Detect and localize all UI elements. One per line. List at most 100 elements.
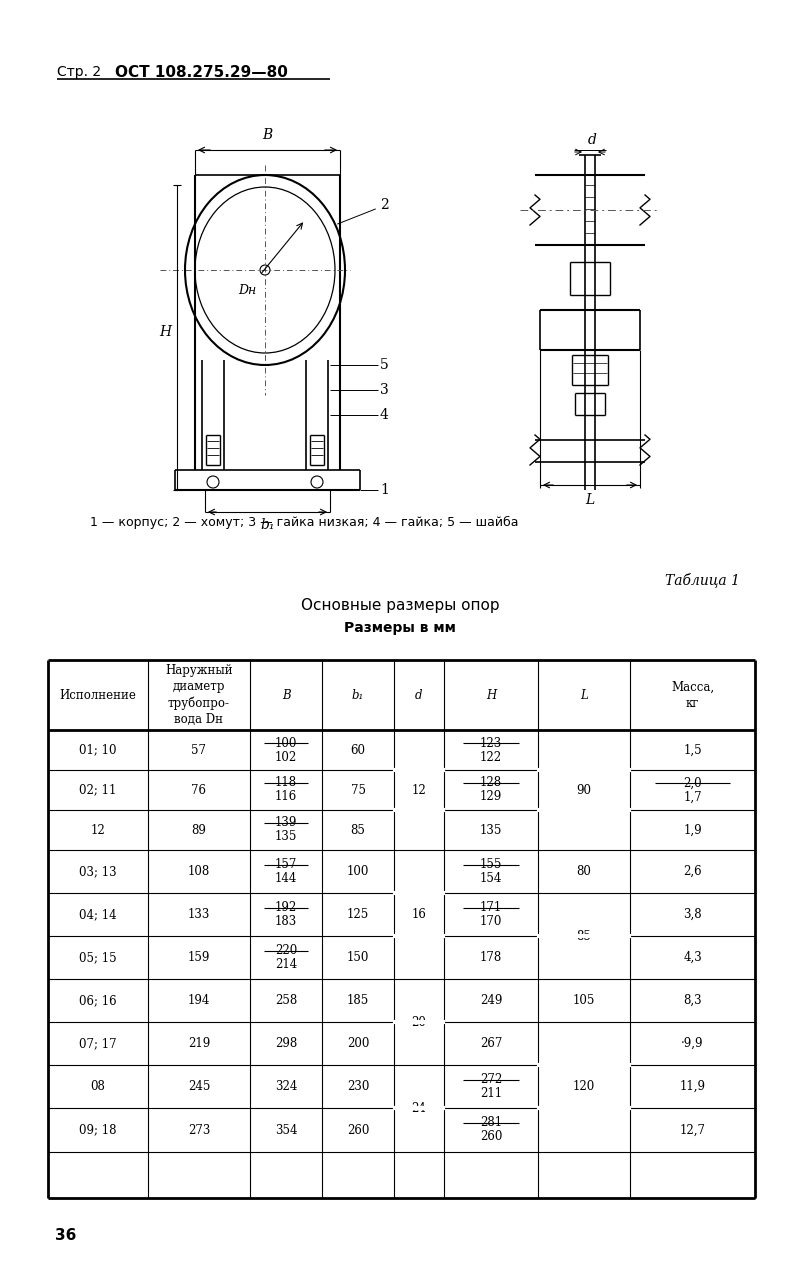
Text: 90: 90 <box>577 783 591 796</box>
Text: 108: 108 <box>188 866 210 878</box>
Text: 12: 12 <box>90 823 106 836</box>
Text: 260: 260 <box>347 1123 369 1136</box>
Text: 1,7: 1,7 <box>683 791 702 804</box>
Text: 273: 273 <box>188 1123 210 1136</box>
Text: 1,5: 1,5 <box>683 743 702 756</box>
Text: 125: 125 <box>347 908 369 921</box>
Text: 135: 135 <box>480 823 502 836</box>
Text: ОСТ 108.275.29—80: ОСТ 108.275.29—80 <box>115 64 288 80</box>
Text: Стр. 2: Стр. 2 <box>57 64 101 79</box>
Text: B: B <box>282 689 290 702</box>
Text: 324: 324 <box>275 1081 297 1094</box>
Text: 80: 80 <box>577 866 591 878</box>
Text: 120: 120 <box>573 1081 595 1094</box>
Text: ·9,9: ·9,9 <box>682 1037 704 1050</box>
Text: 354: 354 <box>274 1123 298 1136</box>
Text: 214: 214 <box>275 958 297 971</box>
Text: Масса,
кг: Масса, кг <box>671 680 714 710</box>
Text: 09; 18: 09; 18 <box>79 1123 117 1136</box>
Text: 267: 267 <box>480 1037 502 1050</box>
Text: 57: 57 <box>191 743 206 756</box>
Text: 155: 155 <box>480 858 502 871</box>
Text: 5: 5 <box>380 358 389 372</box>
Text: 260: 260 <box>480 1131 502 1144</box>
Text: 100: 100 <box>275 737 297 750</box>
Text: 12: 12 <box>412 783 426 796</box>
Text: Наружный
диаметр
трубопро-
вода Dн: Наружный диаметр трубопро- вода Dн <box>165 665 233 726</box>
Text: 220: 220 <box>275 944 297 957</box>
Text: Исполнение: Исполнение <box>59 689 137 702</box>
Text: 183: 183 <box>275 914 297 927</box>
Text: 76: 76 <box>191 783 206 796</box>
Text: 85: 85 <box>350 823 366 836</box>
Text: 1: 1 <box>380 483 389 497</box>
Text: 102: 102 <box>275 751 297 764</box>
Text: 2,6: 2,6 <box>683 866 702 878</box>
Text: 118: 118 <box>275 777 297 790</box>
Text: 122: 122 <box>480 751 502 764</box>
Text: 135: 135 <box>275 831 297 844</box>
Text: 4: 4 <box>380 408 389 422</box>
Text: 3: 3 <box>380 383 389 397</box>
Text: 03; 13: 03; 13 <box>79 866 117 878</box>
Text: 144: 144 <box>275 872 297 885</box>
Text: Таблица 1: Таблица 1 <box>665 573 740 587</box>
Text: 36: 36 <box>55 1227 76 1243</box>
Text: 157: 157 <box>275 858 297 871</box>
Text: 272: 272 <box>480 1073 502 1086</box>
Text: 128: 128 <box>480 777 502 790</box>
Text: 249: 249 <box>480 994 502 1007</box>
Text: 230: 230 <box>347 1081 369 1094</box>
Text: 4,3: 4,3 <box>683 951 702 963</box>
Text: 2: 2 <box>380 198 389 213</box>
Text: d: d <box>587 133 597 147</box>
Text: 281: 281 <box>480 1117 502 1130</box>
Text: b₁: b₁ <box>260 518 274 532</box>
Text: 3,8: 3,8 <box>683 908 702 921</box>
Text: Н: Н <box>159 325 171 339</box>
Text: 89: 89 <box>191 823 206 836</box>
Text: 07; 17: 07; 17 <box>79 1037 117 1050</box>
Text: 8,3: 8,3 <box>683 994 702 1007</box>
Text: 211: 211 <box>480 1087 502 1100</box>
Text: 08: 08 <box>90 1081 106 1094</box>
Text: 200: 200 <box>347 1037 369 1050</box>
Text: 12,7: 12,7 <box>679 1123 706 1136</box>
Text: 123: 123 <box>480 737 502 750</box>
Text: 159: 159 <box>188 951 210 963</box>
Text: 133: 133 <box>188 908 210 921</box>
Text: 20: 20 <box>411 1015 426 1029</box>
Text: 1,9: 1,9 <box>683 823 702 836</box>
Text: L: L <box>580 689 588 702</box>
Text: 245: 245 <box>188 1081 210 1094</box>
Text: 24: 24 <box>411 1103 426 1115</box>
Text: В: В <box>262 128 273 142</box>
Text: Размеры в мм: Размеры в мм <box>344 621 456 635</box>
Text: 2,0: 2,0 <box>683 777 702 790</box>
Text: 11,9: 11,9 <box>679 1081 706 1094</box>
Text: 170: 170 <box>480 914 502 927</box>
Text: 05; 15: 05; 15 <box>79 951 117 963</box>
Text: 02; 11: 02; 11 <box>79 783 117 796</box>
Text: 258: 258 <box>275 994 297 1007</box>
Text: 139: 139 <box>275 817 297 829</box>
Text: b₁: b₁ <box>352 689 364 702</box>
Text: Основные размеры опор: Основные размеры опор <box>301 598 499 613</box>
Text: 171: 171 <box>480 902 502 914</box>
Text: 75: 75 <box>350 783 366 796</box>
Text: 60: 60 <box>350 743 366 756</box>
Text: 154: 154 <box>480 872 502 885</box>
Text: 16: 16 <box>411 908 426 921</box>
Text: 85: 85 <box>577 930 591 943</box>
Text: 192: 192 <box>275 902 297 914</box>
Text: 1 — корпус; 2 — хомут; 3 — гайка низкая; 4 — гайка; 5 — шайба: 1 — корпус; 2 — хомут; 3 — гайка низкая;… <box>90 515 518 528</box>
Text: H: H <box>486 689 496 702</box>
Text: 06; 16: 06; 16 <box>79 994 117 1007</box>
Text: 219: 219 <box>188 1037 210 1050</box>
Text: 100: 100 <box>347 866 369 878</box>
Text: 01; 10: 01; 10 <box>79 743 117 756</box>
Text: 129: 129 <box>480 791 502 804</box>
Text: 116: 116 <box>275 791 297 804</box>
Text: 185: 185 <box>347 994 369 1007</box>
Text: 178: 178 <box>480 951 502 963</box>
